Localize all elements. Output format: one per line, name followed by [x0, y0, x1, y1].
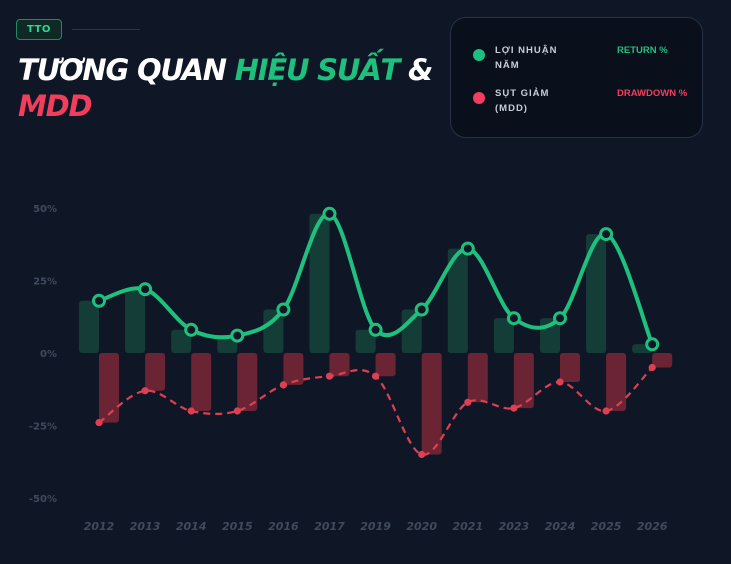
return-point: [184, 322, 199, 337]
return-point: [645, 337, 660, 352]
drawdown-bar: [145, 353, 166, 391]
drawdown-point: [233, 407, 241, 415]
y-tick-label: -25%: [29, 422, 57, 433]
drawdown-point: [141, 387, 149, 395]
return-bar: [263, 309, 284, 353]
badge-divider: [72, 29, 140, 30]
x-tick-label: 2012: [84, 520, 115, 533]
drawdown-bar: [467, 353, 488, 403]
drawdown-bar: [99, 353, 119, 423]
drawdown-point: [464, 398, 472, 406]
x-axis: 2012 2013 2014 2015 2016 2017 2019 2020 2021 2023…: [84, 520, 668, 533]
return-bar: [355, 329, 376, 353]
title-part-1: TƯƠNG QUAN: [18, 53, 235, 87]
drawdown-bar: [421, 353, 442, 455]
return-point: [506, 311, 521, 326]
legend-value-returns: RETURN %: [617, 45, 668, 56]
title-part-4: MDD: [18, 89, 93, 123]
return-point: [230, 328, 245, 343]
bars-layer: [79, 213, 673, 455]
return-point: [414, 302, 429, 317]
x-tick-label: 2023: [499, 520, 530, 533]
x-tick-label: 2016: [268, 520, 299, 533]
drawdown-bar: [375, 353, 396, 377]
drawdown-point: [418, 450, 426, 459]
title-part-3: &: [399, 53, 433, 87]
drawdown-point: [325, 372, 334, 380]
drawdown-bar: [237, 353, 258, 411]
return-bar: [171, 329, 192, 353]
return-bar: [309, 213, 330, 353]
points-layer: [92, 206, 660, 459]
drawdown-bar: [513, 353, 534, 409]
x-tick-label: 2019: [360, 520, 391, 533]
legend-value-drawdown: DRAWDOWN %: [617, 88, 688, 99]
return-bar: [586, 234, 607, 353]
y-tick-label: 50%: [33, 204, 57, 215]
return-point: [460, 241, 475, 256]
y-tick-label: 0%: [40, 349, 57, 360]
drawdown-point: [648, 363, 656, 372]
drawdown-bar: [191, 353, 212, 411]
chart-title: TƯƠNG QUAN HIỆU SUẤT & MDD: [18, 52, 438, 124]
drawdown-point: [187, 407, 195, 415]
return-point: [599, 227, 614, 242]
drawdown-bar: [606, 353, 627, 411]
title-part-2: HIỆU SUẤT: [234, 53, 401, 87]
x-tick-label: 2014: [176, 520, 207, 533]
badge: TTO: [16, 19, 62, 40]
x-tick-label: 2015: [222, 520, 253, 533]
return-bar: [493, 318, 514, 353]
legend-dot-returns: [473, 49, 485, 61]
x-tick-label: 2025: [591, 520, 622, 533]
return-bar: [125, 289, 146, 353]
return-point: [276, 302, 291, 317]
drawdown-bar: [329, 353, 350, 377]
drawdown-point: [279, 381, 287, 389]
return-bar: [447, 248, 468, 353]
return-point: [92, 293, 106, 308]
return-point: [322, 206, 337, 221]
return-bar: [401, 309, 422, 353]
legend-dot-drawdown: [473, 92, 485, 104]
drawdown-bar: [652, 353, 673, 368]
return-bar: [79, 300, 99, 353]
y-axis: 50% 25% 0% -25% -50%: [29, 204, 57, 505]
drawdown-bar: [560, 353, 580, 382]
legend-label-drawdown: SỤT GIẢM (MDD): [495, 88, 550, 114]
drawdown-point: [372, 372, 380, 380]
return-point: [553, 311, 567, 326]
x-tick-label: 2020: [406, 520, 437, 533]
legend: LỢI NHUẬN NĂM RETURN % SỤT GIẢM (MDD) DR…: [450, 17, 703, 138]
drawdown-bar: [283, 353, 304, 385]
x-tick-label: 2021: [452, 520, 483, 533]
x-tick-label: 2013: [130, 520, 161, 533]
return-point: [138, 282, 153, 297]
drawdown-point: [510, 404, 518, 412]
x-tick-label: 2026: [637, 520, 668, 533]
y-tick-label: -50%: [29, 494, 57, 505]
drawdown-point: [602, 407, 610, 415]
drawdown-point: [556, 378, 564, 386]
return-point: [368, 322, 383, 337]
x-tick-label: 2017: [314, 520, 345, 533]
drawdown-point: [95, 419, 103, 427]
x-tick-label: 2024: [545, 520, 576, 533]
legend-label-returns: LỢI NHUẬN NĂM: [495, 45, 558, 71]
y-tick-label: 25%: [33, 277, 57, 288]
